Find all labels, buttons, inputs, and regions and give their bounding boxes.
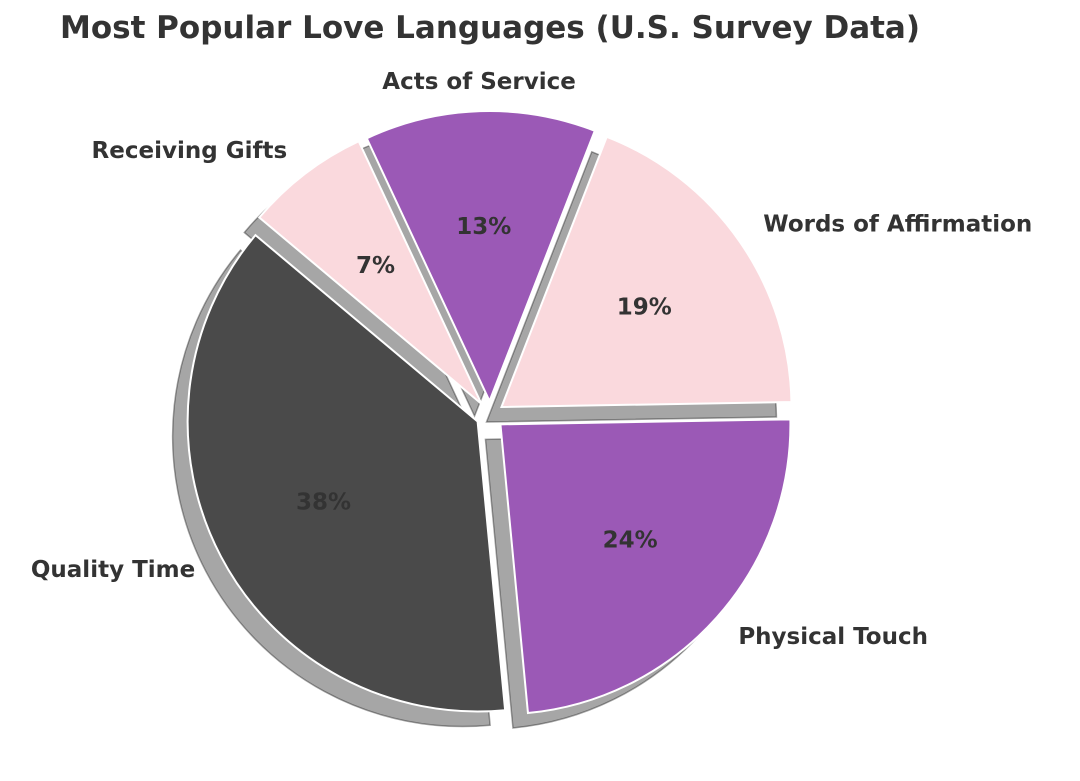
slice-quality-time [186,233,507,713]
pct-label-quality-time: 38% [296,489,351,515]
category-label-words-of-affirmation: Words of Affirmation [763,212,1032,238]
slice-physical-touch [499,418,792,715]
category-label-quality-time: Quality Time [31,557,195,583]
pct-label-acts-of-service: 13% [456,214,511,240]
slice-acts-of-service [365,110,597,404]
pie-slices [186,110,793,715]
pct-label-physical-touch: 24% [603,527,658,553]
slice-words-of-affirmation [500,135,793,409]
category-label-receiving-gifts: Receiving Gifts [92,138,288,164]
chart-title: Most Popular Love Languages (U.S. Survey… [60,10,920,46]
category-label-acts-of-service: Acts of Service [382,69,576,95]
slice-labels: 38% Quality Time 24% Physical Touch 19% Words… [31,69,1032,650]
pct-label-words-of-affirmation: 19% [617,295,672,321]
pct-label-receiving-gifts: 7% [356,253,395,279]
slice-receiving-gifts [257,139,483,405]
category-label-physical-touch: Physical Touch [738,624,928,650]
